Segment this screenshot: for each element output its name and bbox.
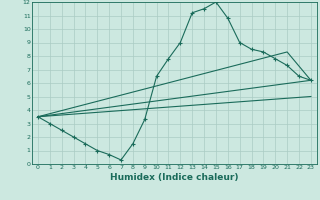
X-axis label: Humidex (Indice chaleur): Humidex (Indice chaleur) xyxy=(110,173,239,182)
